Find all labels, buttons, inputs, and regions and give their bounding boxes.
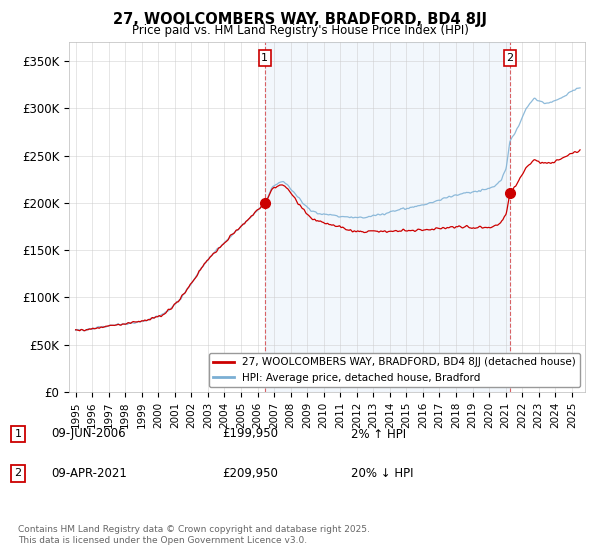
Text: £209,950: £209,950 (222, 466, 278, 480)
Text: This data is licensed under the Open Government Licence v3.0.: This data is licensed under the Open Gov… (18, 536, 307, 545)
Text: Contains HM Land Registry data © Crown copyright and database right 2025.: Contains HM Land Registry data © Crown c… (18, 525, 370, 534)
Text: 1: 1 (14, 429, 22, 439)
Text: 27, WOOLCOMBERS WAY, BRADFORD, BD4 8JJ: 27, WOOLCOMBERS WAY, BRADFORD, BD4 8JJ (113, 12, 487, 27)
Text: 1: 1 (262, 53, 268, 63)
Text: Price paid vs. HM Land Registry's House Price Index (HPI): Price paid vs. HM Land Registry's House … (131, 24, 469, 37)
Text: 09-JUN-2006: 09-JUN-2006 (51, 427, 125, 441)
Text: 20% ↓ HPI: 20% ↓ HPI (351, 466, 413, 480)
Legend: 27, WOOLCOMBERS WAY, BRADFORD, BD4 8JJ (detached house), HPI: Average price, det: 27, WOOLCOMBERS WAY, BRADFORD, BD4 8JJ (… (209, 353, 580, 387)
Text: 2: 2 (506, 53, 514, 63)
Text: £199,950: £199,950 (222, 427, 278, 441)
Text: 2% ↑ HPI: 2% ↑ HPI (351, 427, 406, 441)
Text: 2: 2 (14, 468, 22, 478)
Text: 09-APR-2021: 09-APR-2021 (51, 466, 127, 480)
Bar (265, 42, 510, 392)
